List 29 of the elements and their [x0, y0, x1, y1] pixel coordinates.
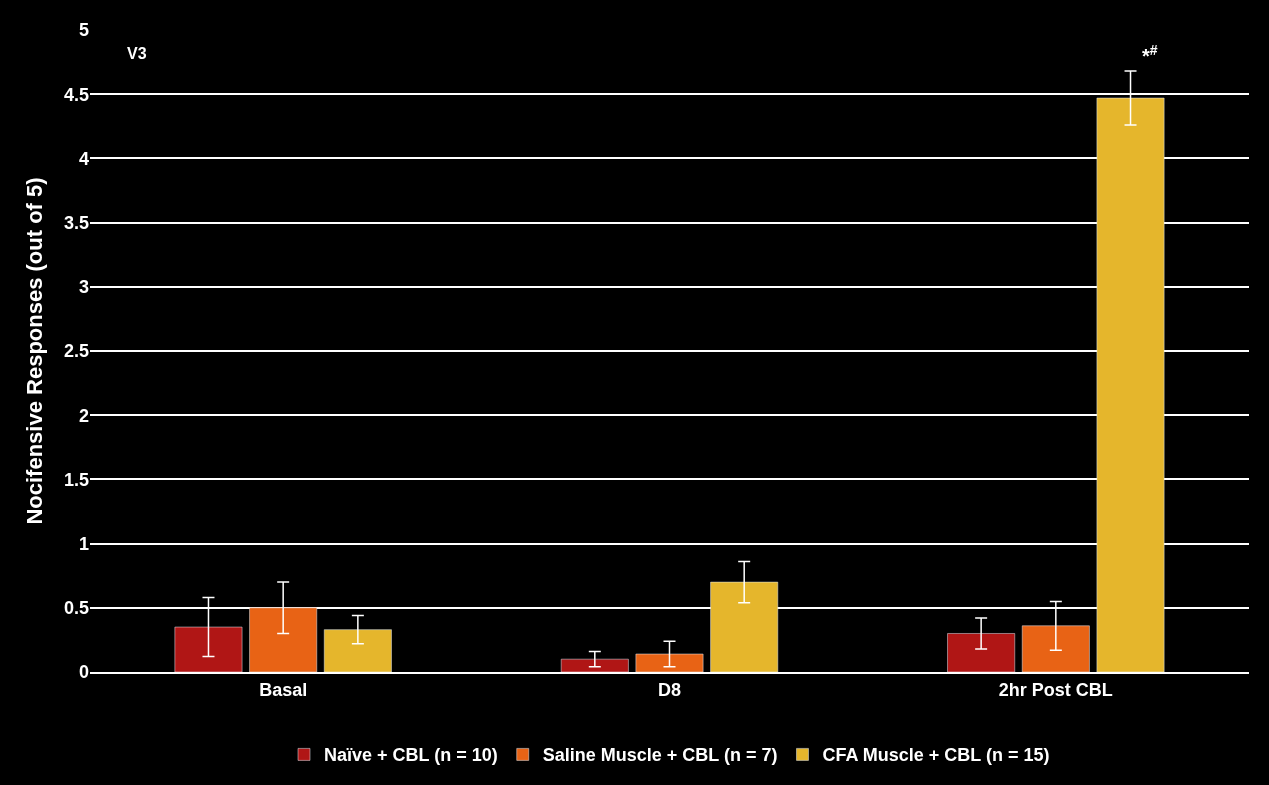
bar: [635, 653, 704, 672]
bar: [1021, 625, 1090, 672]
y-tick-label: 0: [78, 662, 89, 683]
bar: [324, 629, 392, 672]
y-tick-label: 4.5: [63, 84, 89, 105]
y-tick-label: 2: [78, 405, 89, 426]
y-tick-label: 5: [78, 20, 89, 41]
annotation: V3: [127, 45, 147, 62]
bar: [710, 581, 779, 672]
legend-label: CFA Muscle + CBL (n = 15): [822, 745, 1050, 766]
y-axis-title: Nocifensive Responses (out of 5): [21, 177, 47, 525]
bar: [249, 607, 318, 672]
legend-label: Naïve + CBL (n = 10): [324, 745, 498, 766]
y-tick-label: 2.5: [63, 341, 89, 362]
x-tick-label: 2hr Post CBL: [998, 679, 1113, 700]
y-tick-label: 4: [78, 148, 89, 169]
bar: [560, 658, 629, 672]
bar: [947, 633, 1015, 672]
legend-label: Saline Muscle + CBL (n = 7): [542, 745, 778, 766]
y-tick-label: 3.5: [63, 212, 89, 233]
annotation: *$^{#}$: [1142, 42, 1158, 68]
bar: [1096, 97, 1165, 672]
y-tick-label: 1.5: [63, 469, 89, 490]
x-tick-label: Basal: [259, 679, 308, 700]
y-tick-label: 0.5: [63, 598, 89, 619]
bar: [174, 626, 243, 672]
y-tick-label: 1: [78, 533, 89, 554]
y-tick-label: 3: [78, 277, 89, 298]
x-tick-label: D8: [657, 679, 682, 700]
